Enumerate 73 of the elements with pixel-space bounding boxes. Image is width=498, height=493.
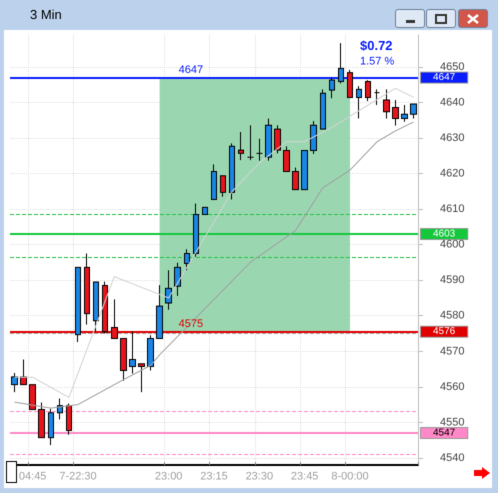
candlestick <box>238 132 244 161</box>
y-tick-label: 4590 <box>440 274 464 286</box>
candlestick <box>392 100 399 126</box>
candlestick <box>211 164 217 200</box>
candlestick <box>256 138 263 162</box>
candlestick <box>383 88 390 120</box>
candlestick <box>184 248 190 271</box>
annotation: 1.57 % <box>360 56 394 68</box>
candlestick <box>120 338 127 382</box>
x-tick-label: 23:15 <box>200 470 228 482</box>
candlestick <box>310 120 317 155</box>
candlestick <box>356 86 362 120</box>
y-tick-label: 4600 <box>440 238 464 251</box>
candlestick <box>265 118 272 162</box>
chart-title: 3 Min <box>30 7 62 22</box>
ref-line-label: 4576 <box>433 326 456 338</box>
ref-line-label: 4547 <box>433 428 456 439</box>
y-tick-label: 4640 <box>440 96 464 109</box>
candlestick <box>174 262 181 296</box>
x-tick-label: 23:30 <box>246 470 274 482</box>
candlestick <box>320 88 326 130</box>
candlestick <box>374 88 380 106</box>
candlestick <box>165 270 172 310</box>
candlestick <box>75 266 81 343</box>
candlestick <box>29 384 36 410</box>
candlestick <box>38 402 45 438</box>
candlestick <box>292 167 299 190</box>
x-tick-label: 8-00:00 <box>331 470 369 482</box>
candlestick <box>202 206 208 215</box>
candlestick <box>401 104 408 122</box>
candlestick <box>138 363 145 393</box>
candlestick <box>329 76 335 99</box>
candlestick <box>147 334 154 371</box>
y-tick-label: 4620 <box>440 168 464 180</box>
candlestick <box>48 408 54 446</box>
y-tick-label: 4630 <box>440 132 464 144</box>
candlestick <box>365 80 371 102</box>
x-tick-label: 23:45 <box>290 470 318 482</box>
annotation: 4647 <box>178 64 204 76</box>
ref-line-label: 4603 <box>433 228 456 240</box>
candlestick <box>247 124 254 161</box>
candlestick <box>220 175 226 198</box>
candlestick <box>410 103 417 120</box>
x-tick-label: 23:00 <box>154 470 182 482</box>
candlestick <box>156 284 163 339</box>
y-tick-label: 4650 <box>440 60 464 73</box>
y-tick-label: 4550 <box>440 416 464 428</box>
candlestick <box>111 298 118 339</box>
candlestick <box>193 202 199 258</box>
candlestick <box>283 146 290 172</box>
candlestick <box>93 281 99 332</box>
y-tick-label: 4570 <box>440 345 464 358</box>
candlestick <box>11 372 18 393</box>
candlestick <box>301 150 308 190</box>
candlestick <box>347 69 353 98</box>
candlestick <box>129 330 136 374</box>
y-tick-label: 4560 <box>440 380 464 393</box>
candlestick <box>229 142 235 200</box>
candlestick <box>20 358 27 386</box>
y-tick-label: 4610 <box>440 203 464 216</box>
y-tick-label: 4580 <box>440 310 464 322</box>
candlestick <box>274 124 281 154</box>
ref-line-label: 4647 <box>433 72 456 84</box>
candlestick <box>102 281 108 334</box>
candlestick <box>66 403 72 436</box>
candlestick <box>57 398 63 420</box>
candlestick <box>84 253 90 326</box>
x-tick-label: 04:45 <box>18 470 46 482</box>
annotation: $0.72 <box>360 38 393 53</box>
candlestick <box>338 42 344 84</box>
y-tick-label: 4540 <box>440 452 464 464</box>
x-tick-label: 7-22:30 <box>59 470 97 482</box>
annotation: 4575 <box>178 318 204 330</box>
